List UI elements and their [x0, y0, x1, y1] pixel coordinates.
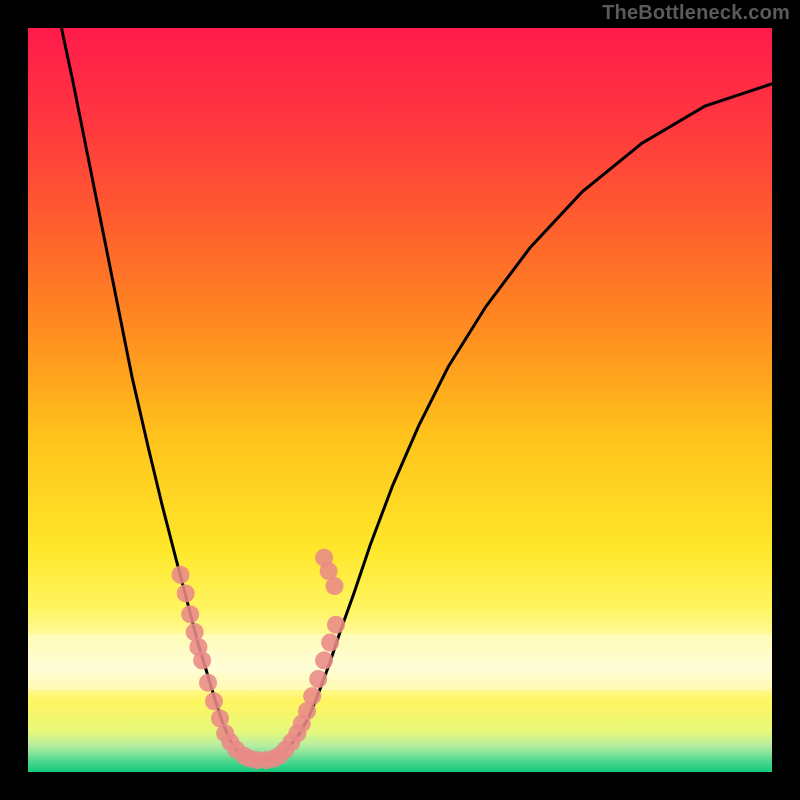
curve-layer — [28, 28, 772, 772]
data-point-right — [327, 616, 345, 634]
data-point-left — [205, 692, 223, 710]
data-point-left — [172, 566, 190, 584]
bottleneck-curve — [62, 28, 773, 760]
watermark-text: TheBottleneck.com — [602, 2, 790, 25]
data-point-left — [181, 605, 199, 623]
data-point-left — [193, 651, 211, 669]
data-point-right — [303, 687, 321, 705]
data-point-right — [326, 577, 344, 595]
plot-area — [28, 28, 772, 772]
data-point-right — [315, 651, 333, 669]
chart-frame: TheBottleneck.com — [0, 0, 800, 800]
data-point-left — [177, 584, 195, 602]
data-point-left — [199, 674, 217, 692]
data-point-right — [309, 670, 327, 688]
data-point-right — [321, 634, 339, 652]
